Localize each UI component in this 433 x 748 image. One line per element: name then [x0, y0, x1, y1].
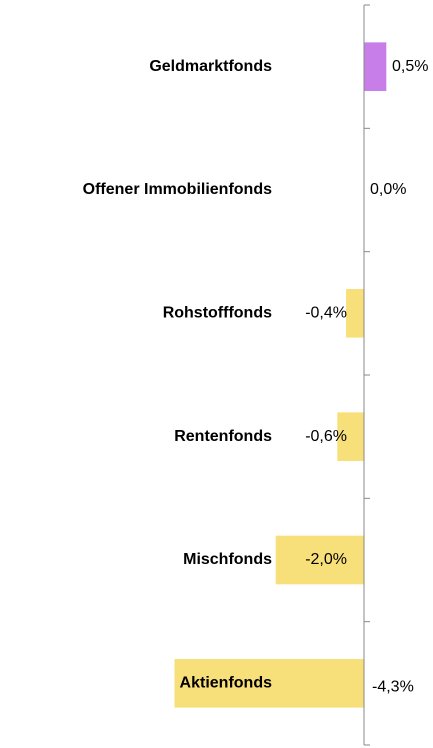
value-label: -0,4%: [305, 305, 347, 322]
bar: [174, 659, 365, 708]
bar: [337, 412, 365, 461]
category-label: Rentenfonds: [174, 428, 272, 445]
value-label: -4,3%: [372, 679, 414, 696]
value-label: 0,0%: [370, 181, 406, 198]
category-label: Offener Immobilienfonds: [83, 181, 272, 198]
category-label: Rohstofffonds: [163, 305, 272, 322]
category-label: Geldmarktfonds: [149, 58, 272, 75]
value-label: 0,5%: [392, 58, 428, 75]
value-label: -0,6%: [305, 428, 347, 445]
bar: [275, 535, 365, 585]
bar: [346, 289, 365, 338]
category-label: Aktienfonds: [180, 675, 273, 692]
value-label: -2,0%: [305, 551, 347, 568]
bar: [363, 42, 387, 91]
category-label: Mischfonds: [183, 551, 272, 568]
